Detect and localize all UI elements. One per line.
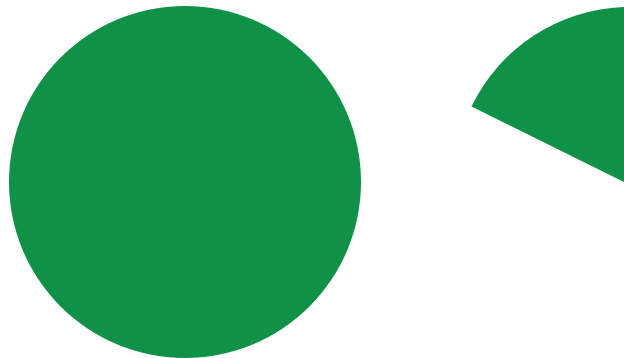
- green-circle-sector-icon: [471, 7, 624, 182]
- green-circle-icon: [9, 6, 361, 358]
